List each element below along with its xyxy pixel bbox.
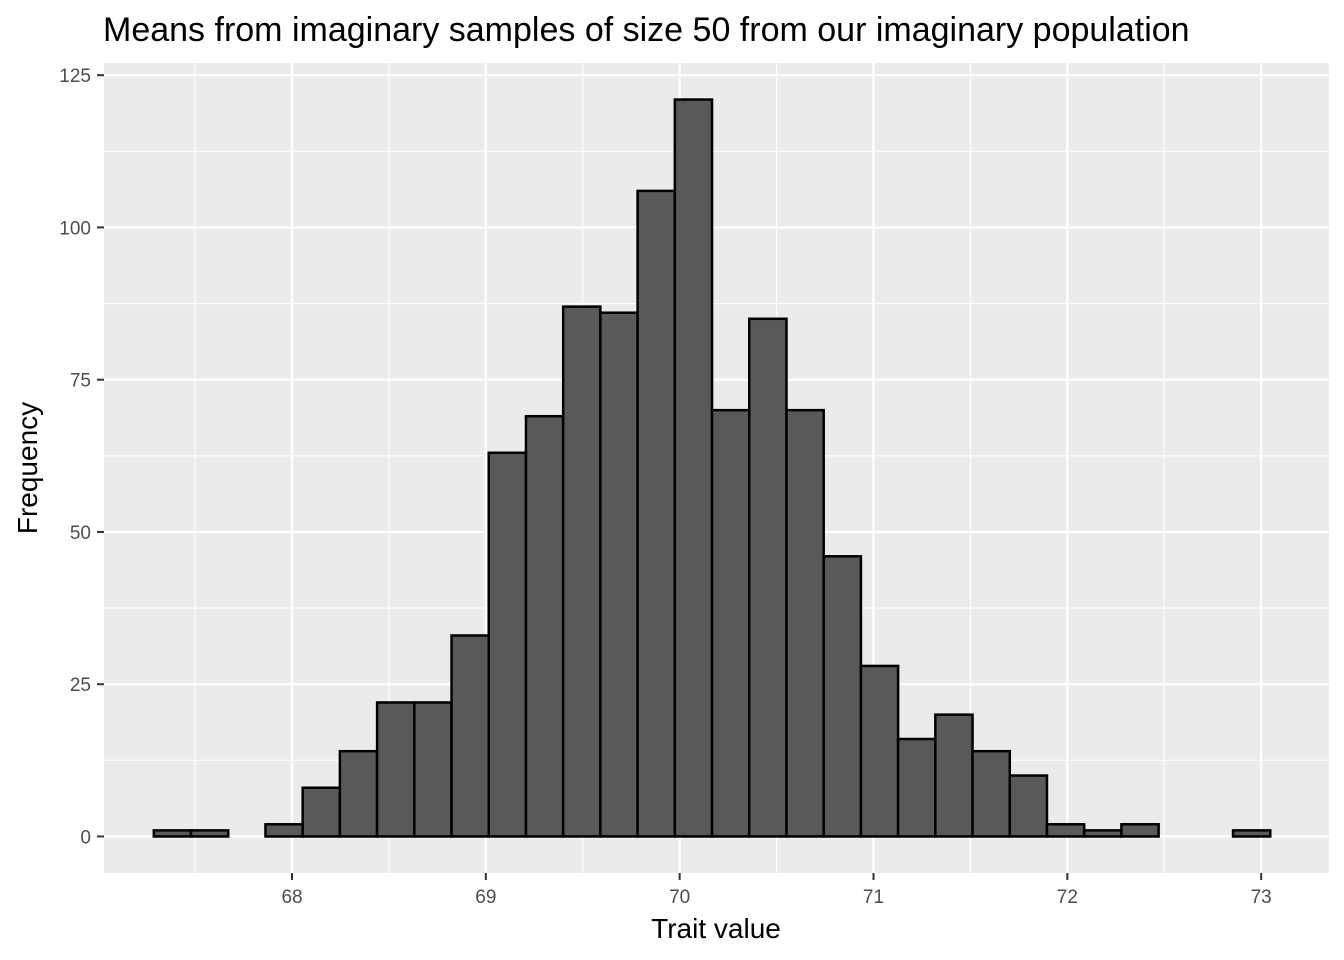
histogram-bar: [1008, 774, 1049, 838]
histogram-bar: [748, 317, 788, 838]
histogram-bar: [561, 305, 602, 838]
histogram-bar: [450, 634, 491, 838]
histogram-bar: [971, 749, 1012, 838]
histogram-bar: [1082, 829, 1123, 838]
x-tick-label: 71: [863, 887, 884, 908]
y-tick-label: 50: [70, 523, 91, 544]
histogram-bar: [859, 664, 900, 838]
histogram-bar: [152, 829, 193, 838]
histogram-bar: [301, 786, 342, 838]
y-axis-title: Frequency: [12, 402, 43, 534]
histogram-bar: [1231, 829, 1272, 838]
histogram-bar: [487, 451, 528, 838]
y-tick-label: 25: [70, 675, 91, 696]
histogram-bar: [524, 414, 565, 838]
y-tick-label: 0: [80, 827, 91, 848]
y-tick-label: 125: [59, 66, 91, 87]
histogram-bars: [152, 98, 1272, 838]
histogram-bar: [413, 701, 453, 838]
x-tick-label: 72: [1057, 887, 1078, 908]
histogram-bar: [189, 829, 230, 838]
histogram-bar: [673, 98, 714, 838]
histogram-bar: [375, 701, 416, 838]
y-tick-label: 100: [59, 218, 91, 239]
histogram-bar: [338, 749, 379, 838]
y-tick-label: 75: [70, 371, 91, 392]
chart-title: Means from imaginary samples of size 50 …: [103, 11, 1190, 49]
x-axis: 68 69 70 71 72 73: [281, 873, 1272, 908]
histogram-bar: [896, 737, 937, 838]
histogram-bar: [785, 408, 825, 838]
y-axis: 0 25 50 75 100 125: [59, 66, 104, 848]
histogram-bar: [264, 823, 304, 838]
histogram-bar: [934, 713, 974, 838]
x-tick-label: 69: [475, 887, 496, 908]
histogram-bar: [599, 311, 639, 838]
histogram-bar: [1045, 823, 1086, 838]
x-axis-title: Trait value: [651, 913, 781, 944]
histogram-bar: [636, 189, 677, 838]
x-tick-label: 73: [1251, 887, 1272, 908]
x-tick-label: 70: [669, 887, 690, 908]
x-tick-label: 68: [281, 887, 302, 908]
histogram-bar: [1120, 823, 1160, 838]
histogram-bar: [822, 555, 863, 838]
histogram-bar: [710, 408, 751, 838]
